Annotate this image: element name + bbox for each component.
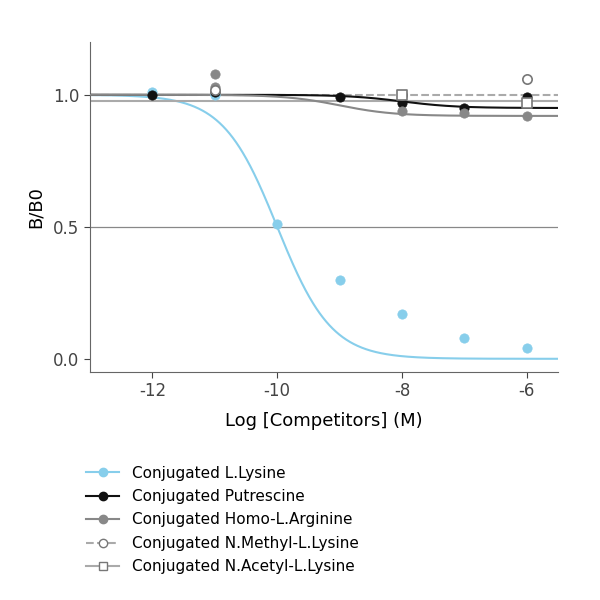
Point (397, 90, 407, 100)
Point (210, 82, 220, 92)
Point (460, 103, 469, 113)
Point (522, 111, 532, 121)
X-axis label: Log [Competitors] (M): Log [Competitors] (M) (225, 412, 423, 430)
Point (397, 98, 407, 107)
Point (210, 88, 220, 97)
Point (460, 109, 469, 118)
Point (148, 90, 157, 100)
Point (397, 106, 407, 115)
Point (522, 343, 532, 353)
Point (210, 69, 220, 79)
Point (272, 220, 282, 229)
Point (335, 275, 344, 284)
Point (522, 98, 532, 107)
Point (522, 74, 532, 84)
Point (460, 333, 469, 343)
Point (397, 90, 407, 100)
Point (522, 92, 532, 102)
Point (335, 92, 344, 102)
Point (210, 90, 220, 100)
Y-axis label: B/B0: B/B0 (27, 186, 45, 228)
Legend: Conjugated L.Lysine, Conjugated Putrescine, Conjugated Homo-L.Arginine, Conjugat: Conjugated L.Lysine, Conjugated Putresci… (80, 460, 365, 580)
Point (397, 309, 407, 319)
Point (210, 85, 220, 94)
Point (148, 88, 157, 97)
